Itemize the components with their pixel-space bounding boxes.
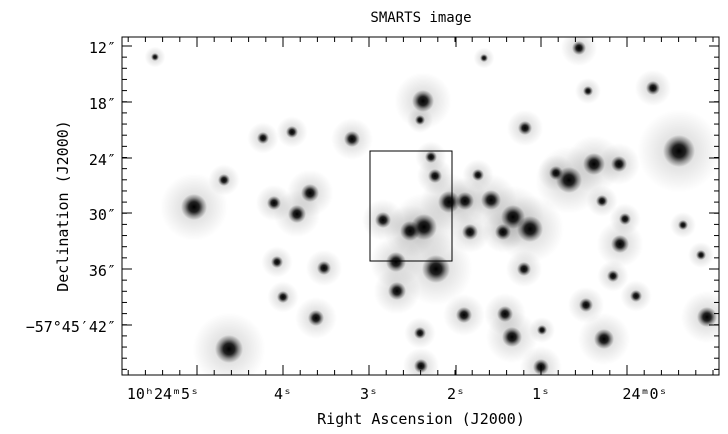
x-tick-label-2s: 2ˢ — [447, 385, 465, 403]
star — [502, 327, 522, 347]
y-tick-label-18: 18″ — [89, 95, 116, 113]
star — [481, 190, 501, 210]
star — [462, 224, 478, 240]
star — [495, 224, 511, 240]
star — [594, 329, 614, 349]
star — [579, 298, 593, 312]
star — [596, 195, 608, 207]
star — [271, 256, 283, 268]
star — [151, 53, 159, 61]
star — [388, 282, 406, 300]
y-tick-label-24: 24″ — [89, 151, 116, 169]
x-axis-label: Right Ascension (J2000) — [317, 410, 525, 428]
star — [583, 86, 593, 96]
star — [583, 153, 605, 175]
star — [257, 132, 269, 144]
star — [619, 213, 631, 225]
star — [218, 174, 230, 186]
star — [518, 121, 532, 135]
star — [414, 327, 426, 339]
star — [414, 359, 428, 373]
star — [630, 290, 642, 302]
x-tick-label-3s: 3ˢ — [360, 385, 378, 403]
star — [375, 212, 391, 228]
y-tick-label-30: 30″ — [89, 206, 116, 224]
star — [428, 169, 442, 183]
star — [517, 216, 543, 242]
figure-title: SMARTS image — [370, 10, 471, 26]
star — [317, 261, 331, 275]
y-tick-label-12: 12″ — [89, 39, 116, 57]
star — [422, 255, 450, 283]
y-tick-label-36: 36″ — [89, 262, 116, 280]
star — [267, 196, 281, 210]
star — [438, 191, 460, 213]
star — [301, 184, 319, 202]
star — [607, 270, 619, 282]
star — [456, 192, 474, 210]
x-tick-label-0s: 24ᵐ0ˢ — [622, 385, 667, 403]
star — [215, 335, 243, 363]
selection-box — [369, 150, 453, 262]
y-tick-label-42: −57°45′42″ — [26, 318, 116, 336]
star — [697, 307, 717, 327]
star — [549, 166, 563, 180]
star — [480, 54, 488, 62]
star — [456, 307, 472, 323]
y-axis-label: Declination (J2000) — [54, 120, 72, 292]
star — [400, 221, 420, 241]
star — [572, 41, 586, 55]
star — [537, 325, 547, 335]
x-tick-label-1s: 1ˢ — [532, 385, 550, 403]
axis-ticks — [122, 37, 719, 375]
star — [277, 291, 289, 303]
star — [646, 81, 660, 95]
star — [472, 169, 484, 181]
star — [663, 135, 695, 167]
star — [517, 262, 531, 276]
star — [678, 220, 688, 230]
star — [611, 235, 629, 253]
star — [288, 205, 306, 223]
star — [412, 90, 434, 112]
sky-image — [122, 37, 719, 375]
star — [308, 310, 324, 326]
star — [344, 131, 360, 147]
star — [696, 250, 706, 260]
star — [286, 126, 298, 138]
x-tick-label-4s: 4ˢ — [274, 385, 292, 403]
star — [386, 252, 406, 272]
star — [181, 194, 207, 220]
star — [415, 115, 425, 125]
star — [425, 151, 437, 163]
star — [611, 156, 627, 172]
x-tick-label-5s: 10ʰ24ᵐ5ˢ — [127, 385, 199, 403]
star — [497, 306, 513, 322]
